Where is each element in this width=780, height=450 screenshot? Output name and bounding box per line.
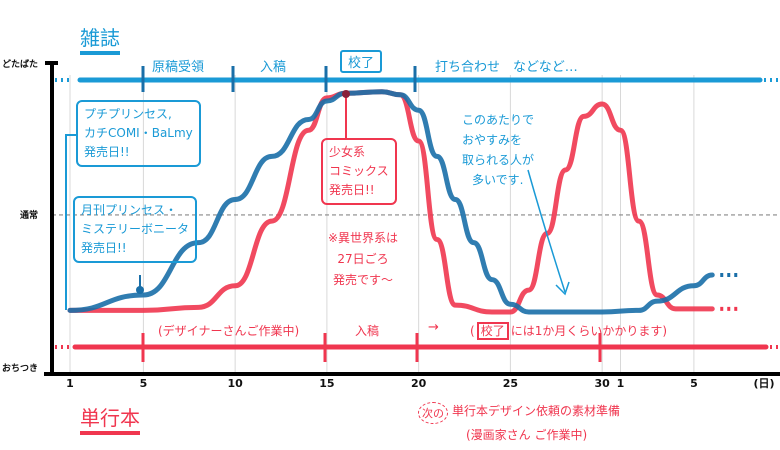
- magazine-phase-meetings: 打ち合わせ などなど…: [435, 60, 578, 75]
- y-label-top: どたばた: [2, 60, 39, 70]
- x-tick-label: 1: [66, 377, 74, 390]
- note-line: 発売日!!: [81, 241, 127, 255]
- note-comics-release: 少女系 コミックス 発売日!!: [321, 138, 397, 205]
- note-connector: [65, 134, 76, 310]
- note-line: このあたりで: [462, 113, 535, 127]
- note-line: 発売日!!: [84, 145, 130, 159]
- tankobon-phase-design: (デザイナーさんご作業中): [158, 324, 300, 338]
- x-tick-label: 20: [410, 377, 427, 390]
- magazine-phase-submission: 入稿: [260, 60, 287, 75]
- note-line: 少女系: [329, 145, 366, 159]
- magazine-phase-manuscript: 原稿受領: [152, 60, 205, 75]
- x-tick-label: 1: [616, 377, 625, 390]
- arrow-head-icon: [555, 281, 570, 296]
- tankobon-phase-note: (校了 には1か月くらいかかります): [470, 322, 668, 340]
- paren: (: [470, 324, 475, 338]
- x-tick-label: 10: [227, 377, 243, 390]
- note-arrow: [527, 169, 566, 293]
- x-tick-label: 30: [594, 377, 610, 390]
- note-line: 27日ごろ: [337, 252, 389, 266]
- note-line: プチプリンセス,: [84, 107, 172, 121]
- final-proof-label: 校了: [476, 322, 509, 340]
- note-line: おやすみを: [462, 133, 523, 147]
- x-tick-label: 25: [502, 377, 519, 390]
- series-line-magazine: [67, 89, 715, 315]
- note-isekai-release: ※異世界系は 27日ごろ 発売です～: [328, 228, 398, 291]
- note-artist-working: (漫画家さん ご作業中): [466, 428, 588, 442]
- milestone-dot: [136, 286, 144, 294]
- note-line: カチCOMI・BaLmy: [84, 126, 193, 140]
- y-label-middle: 通常: [20, 211, 39, 221]
- note-line: 月刊プリンセス・: [81, 203, 178, 217]
- note-line: コミックス: [329, 164, 389, 178]
- note-monthly-release: 月刊プリンセス・ ミステリーボニータ 発売日!!: [73, 196, 198, 263]
- peak-dot: [342, 90, 350, 98]
- series-line-tankobon: [67, 89, 715, 315]
- note-line: 発売です～: [333, 273, 394, 287]
- tankobon-phase-submission: 入稿: [355, 324, 380, 338]
- note-biweekly-release: プチプリンセス, カチCOMI・BaLmy 発売日!!: [76, 100, 201, 167]
- note-line: 取られる人が: [462, 153, 535, 167]
- note-line: ※異世界系は: [328, 231, 399, 245]
- x-axis-unit: (日): [753, 377, 775, 390]
- x-tick-label: 5: [690, 377, 698, 390]
- x-tick-label: 15: [319, 377, 335, 390]
- note-next-prep: 単行本デザイン依頼の素材準備: [452, 404, 621, 418]
- note-line: 多いです.: [472, 173, 524, 187]
- duration-note: には1か月くらいかかります): [510, 324, 668, 338]
- y-label-bottom: おちつき: [2, 364, 39, 374]
- note-vacation: このあたりで おやすみを 取られる人が 多いです.: [462, 110, 534, 190]
- magazine-title: 雑誌: [80, 22, 120, 55]
- note-line: 発売日!!: [329, 183, 375, 197]
- arrow-icon: →: [428, 320, 439, 335]
- x-tick-label: 5: [139, 377, 148, 390]
- magazine-phase-final-proof: 校了: [340, 50, 383, 73]
- tankobon-title: 単行本: [80, 402, 140, 435]
- note-line: ミステリーボニータ: [81, 222, 190, 236]
- next-burst-label: 次の: [418, 402, 448, 424]
